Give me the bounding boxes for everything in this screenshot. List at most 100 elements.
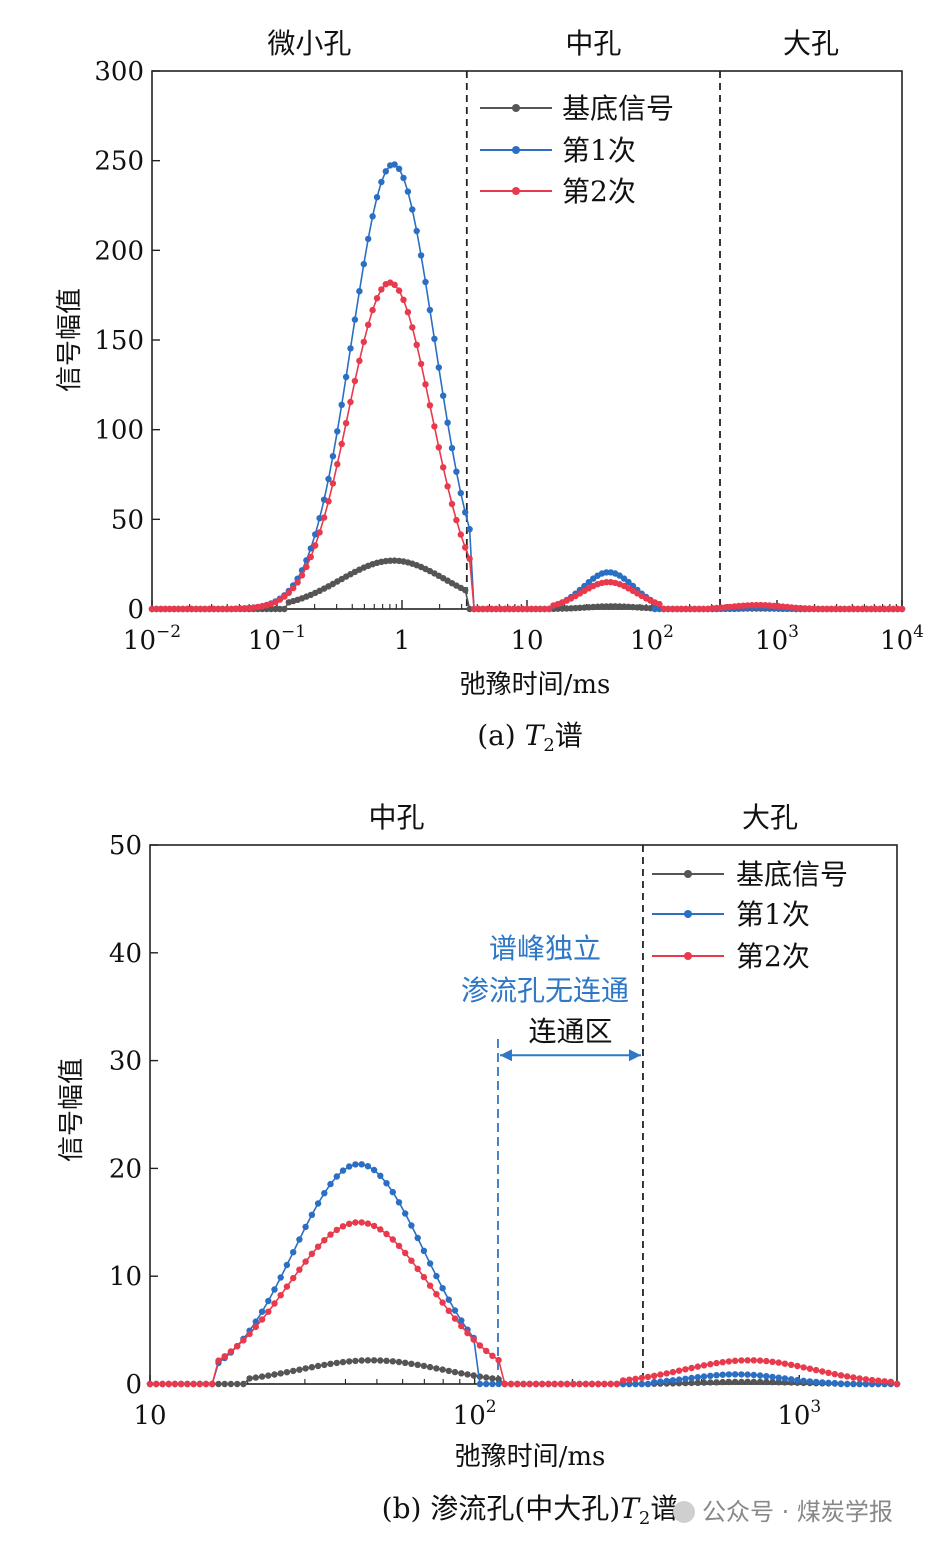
chart-b-data-point bbox=[800, 1377, 807, 1385]
chart-b-data-point bbox=[159, 1380, 166, 1388]
chart-b-data-point bbox=[837, 1380, 845, 1388]
chart-a-series-line-1 bbox=[152, 163, 902, 610]
chart-a-data-point bbox=[325, 498, 332, 505]
chart-b-data-point bbox=[489, 1352, 496, 1360]
chart-a-data-point bbox=[426, 402, 434, 409]
chart-b-data-point bbox=[632, 1380, 639, 1388]
chart-b-data-point bbox=[719, 1371, 726, 1378]
chart-a-data-point bbox=[219, 605, 226, 613]
chart-a-data-point bbox=[272, 605, 279, 613]
chart-b-data-point bbox=[271, 1371, 278, 1378]
chart-a-data-point bbox=[515, 605, 522, 613]
chart-b-data-point bbox=[495, 1380, 502, 1388]
chart-a-data-point bbox=[431, 335, 438, 342]
chart-b-data-point bbox=[862, 1376, 870, 1383]
chart-b-data-point bbox=[881, 1378, 888, 1385]
chart-b-data-point bbox=[744, 1378, 751, 1386]
chart-b-data-point bbox=[489, 1375, 496, 1382]
chart-a-data-point bbox=[210, 605, 217, 613]
chart-b-data-point bbox=[707, 1379, 714, 1386]
chart-b-data-point bbox=[545, 1380, 552, 1388]
chart-a-data-point bbox=[153, 605, 160, 613]
chart-b-data-point bbox=[507, 1380, 515, 1388]
chart-b-data-point bbox=[283, 1261, 291, 1269]
chart-b-data-point bbox=[539, 1380, 546, 1388]
chart-b-data-point bbox=[402, 1210, 409, 1217]
chart-b-data-point bbox=[314, 1243, 322, 1250]
chart-b-data-point bbox=[271, 1300, 278, 1307]
chart-b-data-point bbox=[252, 1318, 259, 1325]
chart-b-data-point bbox=[395, 1242, 403, 1250]
chart-a-data-point bbox=[867, 605, 875, 613]
chart-b-data-point bbox=[370, 1222, 378, 1230]
chart-a-data-point bbox=[267, 605, 275, 613]
chart-b-data-point bbox=[725, 1358, 733, 1365]
chart-b-data-point bbox=[346, 1163, 353, 1170]
chart-a-data-point bbox=[484, 605, 491, 613]
chart-a-data-point bbox=[342, 373, 350, 381]
chart-b-data-point bbox=[862, 1380, 870, 1388]
chart-a-region-label-mesopore: 中孔 bbox=[565, 27, 621, 60]
chart-b-data-point bbox=[196, 1380, 203, 1388]
chart-b-data-point bbox=[414, 1265, 421, 1273]
chart-b-data-point bbox=[458, 1317, 465, 1324]
chart-b-data-point bbox=[383, 1357, 390, 1365]
chart-b-data-point bbox=[619, 1377, 627, 1384]
chart-b-data-point bbox=[358, 1357, 365, 1364]
chart-b-data-point bbox=[314, 1200, 322, 1207]
chart-a-data-point bbox=[660, 605, 667, 613]
chart-b-data-point bbox=[414, 1361, 421, 1369]
chart-a-legend-label-first: 第1次 bbox=[562, 134, 636, 167]
chart-a-data-point bbox=[523, 605, 531, 613]
chart-a-data-point bbox=[215, 605, 222, 613]
chart-b-data-point bbox=[483, 1347, 490, 1355]
chart-a-data-point bbox=[325, 475, 332, 483]
chart-a-data-point bbox=[841, 605, 848, 613]
chart-a-data-point bbox=[448, 444, 456, 452]
chart-a-data-point bbox=[184, 605, 191, 613]
chart-b-data-point bbox=[215, 1357, 222, 1364]
chart-b-data-point bbox=[221, 1380, 228, 1388]
chart-a-caption-suffix: 谱 bbox=[555, 719, 583, 752]
chart-b-data-point bbox=[277, 1274, 284, 1281]
chart-b-data-point bbox=[688, 1374, 695, 1382]
chart-b-data-point bbox=[607, 1380, 614, 1388]
chart-a-data-point bbox=[453, 516, 460, 524]
chart-b-data-point bbox=[153, 1380, 160, 1388]
chart-b-series-markers-2 bbox=[146, 1219, 901, 1388]
chart-b-data-point bbox=[781, 1375, 789, 1382]
chart-b-data-point bbox=[675, 1376, 683, 1383]
chart-a-y-tick-label: 150 bbox=[94, 326, 144, 356]
chart-b-data-point bbox=[775, 1374, 782, 1381]
chart-a-data-point bbox=[440, 392, 447, 399]
chart-b-data-point bbox=[352, 1357, 359, 1365]
chart-b-data-point bbox=[812, 1366, 820, 1374]
chart-b-data-point bbox=[420, 1273, 428, 1281]
chart-b-data-point bbox=[277, 1370, 284, 1377]
chart-b-data-point bbox=[812, 1378, 820, 1386]
chart-b-data-point bbox=[265, 1308, 272, 1315]
chart-b-data-point bbox=[750, 1378, 757, 1386]
chart-b-data-point bbox=[420, 1362, 428, 1370]
chart-a-data-point bbox=[475, 605, 482, 613]
chart-b-data-point bbox=[408, 1257, 415, 1264]
chart-b-data-point bbox=[663, 1370, 670, 1377]
chart-a-data-point bbox=[431, 423, 438, 430]
chart-a-data-point bbox=[206, 605, 213, 613]
chart-a-data-point bbox=[148, 605, 156, 613]
chart-a-data-point bbox=[854, 605, 862, 613]
chart-b-data-point bbox=[632, 1375, 639, 1383]
chart-a-data-point bbox=[276, 605, 284, 613]
chart-a-data-point bbox=[360, 338, 367, 346]
chart-a-data-point bbox=[320, 514, 328, 521]
chart-a-data-point bbox=[545, 605, 553, 613]
chart-b-legend-marker-base bbox=[684, 870, 692, 878]
chart-b-data-point bbox=[837, 1372, 845, 1379]
chart-b-data-point bbox=[731, 1357, 739, 1365]
chart-b-data-point bbox=[495, 1356, 502, 1364]
chart-b-data-point bbox=[252, 1374, 259, 1381]
chart-b-data-point bbox=[321, 1190, 328, 1197]
chart-b-data-point bbox=[258, 1373, 266, 1380]
chart-a-data-point bbox=[815, 605, 822, 613]
